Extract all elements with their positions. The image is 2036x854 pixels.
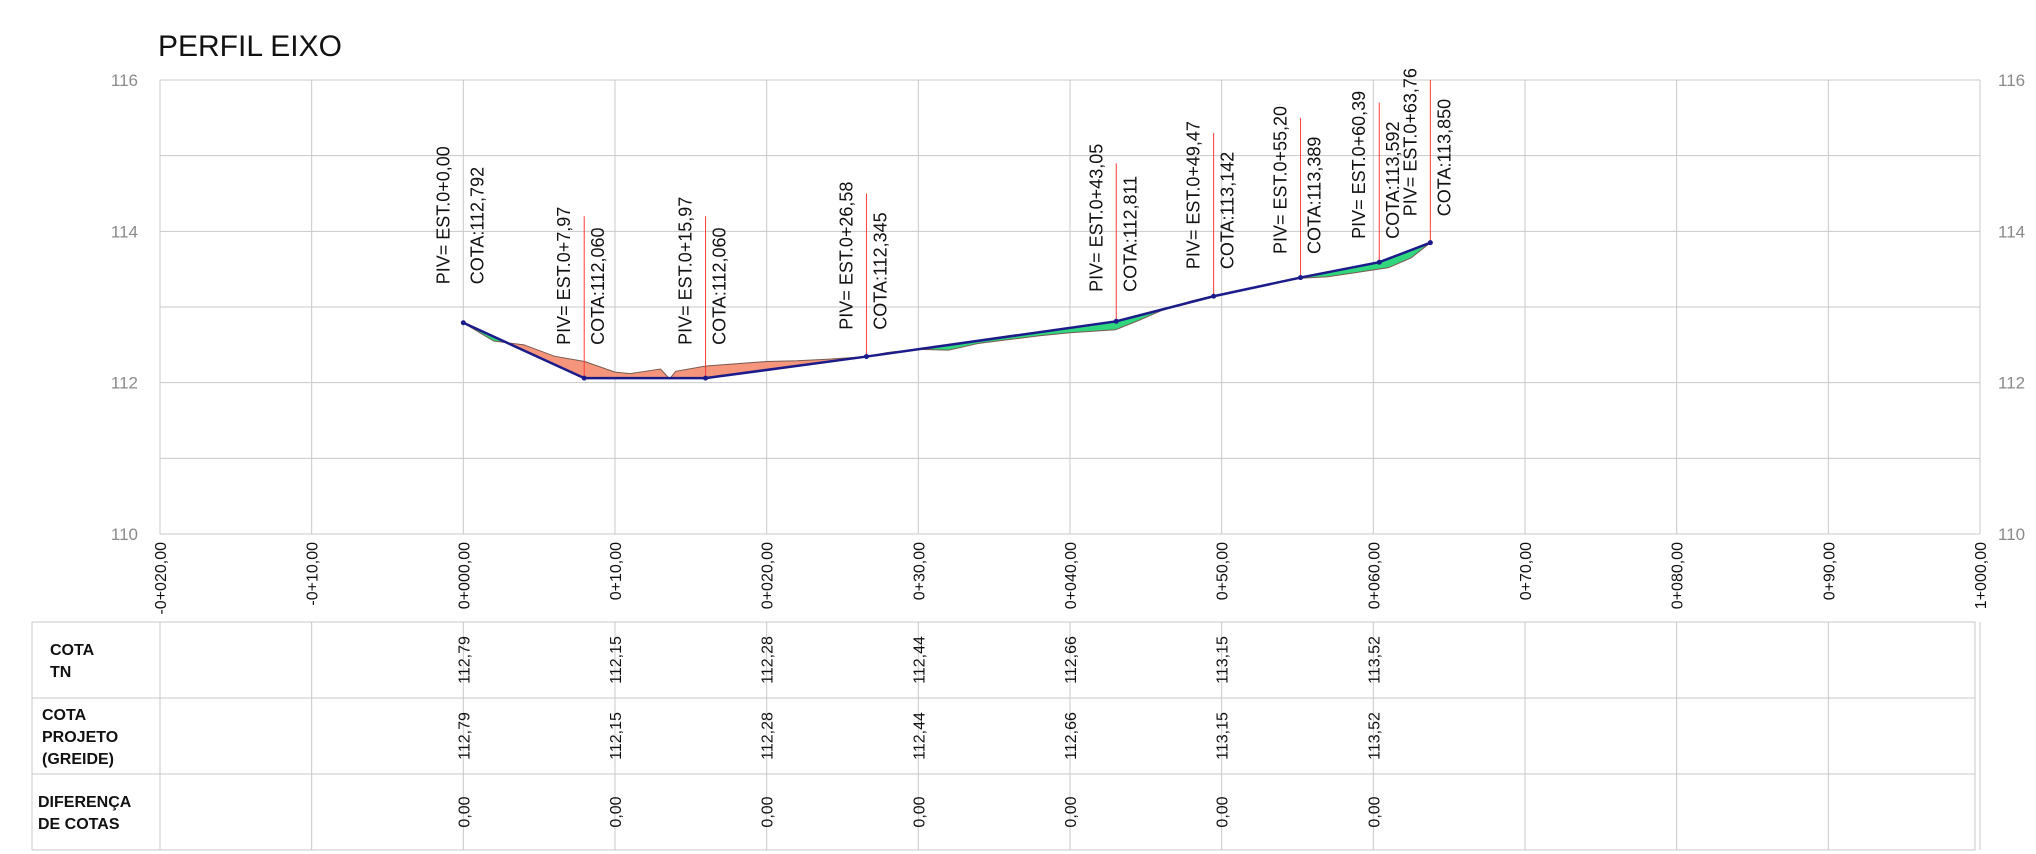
- piv-station-label: PIV= EST.0+15,97: [676, 197, 696, 345]
- piv-cota-label: COTA:112,060: [710, 227, 730, 344]
- y-tick-label-left: 112: [111, 374, 138, 393]
- x-tick-label: 0+040,00: [1063, 542, 1080, 609]
- terrain-line: [463, 242, 1431, 380]
- x-tick-label: -0+020,00: [153, 542, 170, 615]
- piv-cota-label: COTA:112,060: [588, 227, 608, 344]
- piv-station-label: PIV= EST.0+43,05: [1086, 144, 1106, 292]
- table-row-header: COTA: [50, 642, 95, 659]
- piv-station-label: PIV= EST.0+63,76: [1400, 68, 1420, 216]
- piv-cota-label: COTA:112,811: [1120, 176, 1140, 292]
- piv-cota-label: COTA:113,850: [1434, 99, 1454, 216]
- x-tick-label: 0+000,00: [456, 542, 473, 609]
- table-value: 113,15: [1215, 636, 1232, 684]
- piv-station-label: PIV= EST.0+7,97: [554, 207, 574, 345]
- x-tick-label: 0+90,00: [1821, 542, 1838, 600]
- y-tick-label-left: 114: [111, 222, 138, 241]
- table-value: 113,52: [1366, 712, 1383, 760]
- piv-station-label: PIV= EST.0+0,00: [433, 146, 453, 284]
- piv-cota-label: COTA:113,142: [1218, 152, 1238, 269]
- table-value: 0,00: [760, 796, 777, 827]
- table-row-header: TN: [50, 664, 71, 681]
- table-value: 112,44: [911, 712, 928, 760]
- table-value: 112,79: [456, 712, 473, 760]
- table-value: 113,15: [1215, 712, 1232, 760]
- table-row-header: DIFERENÇA: [38, 794, 132, 811]
- piv-cota-label: COTA:112,792: [467, 167, 487, 284]
- table-value: 0,00: [1063, 796, 1080, 827]
- piv-point: [1211, 293, 1217, 299]
- piv-station-label: PIV= EST.0+26,58: [836, 182, 856, 330]
- x-tick-label: 0+020,00: [760, 542, 777, 609]
- piv-point: [1427, 240, 1433, 246]
- piv-cota-label: COTA:112,345: [870, 212, 890, 329]
- piv-cota-label: COTA:113,389: [1305, 137, 1325, 254]
- piv-point: [1113, 318, 1119, 324]
- table-value: 112,15: [608, 636, 625, 684]
- x-tick-label: 1+000,00: [1973, 542, 1990, 609]
- table-value: 0,00: [1215, 796, 1232, 827]
- x-tick-label: 0+060,00: [1366, 542, 1383, 609]
- y-tick-label-left: 116: [111, 71, 138, 90]
- x-tick-label: -0+10,00: [305, 542, 322, 606]
- table-value: 0,00: [911, 796, 928, 827]
- piv-point: [460, 320, 466, 326]
- table-row-header: COTA: [42, 707, 87, 724]
- x-tick-label: 0+10,00: [608, 542, 625, 600]
- piv-station-label: PIV= EST.0+55,20: [1271, 106, 1291, 254]
- table-row-header: (GREIDE): [42, 751, 114, 768]
- table-value: 112,28: [760, 636, 777, 684]
- piv-point: [703, 375, 709, 381]
- y-tick-label-right: 110: [1998, 525, 2025, 544]
- piv-point: [863, 354, 869, 360]
- table-value: 0,00: [456, 796, 473, 827]
- table-value: 112,28: [760, 712, 777, 760]
- table-value: 112,15: [608, 712, 625, 760]
- y-tick-label-right: 114: [1998, 222, 2025, 241]
- cut-area: [463, 242, 1431, 379]
- fill-area: [463, 242, 1431, 379]
- x-tick-label: 0+70,00: [1518, 542, 1535, 600]
- table-value: 112,79: [456, 636, 473, 684]
- table-row-header: DE COTAS: [38, 816, 120, 833]
- piv-station-label: PIV= EST.0+60,39: [1349, 91, 1369, 239]
- table-value: 0,00: [608, 796, 625, 827]
- table-value: 112,66: [1063, 636, 1080, 684]
- table-row-header: PROJETO: [42, 729, 118, 746]
- piv-station-label: PIV= EST.0+49,47: [1184, 121, 1204, 269]
- table-value: 0,00: [1366, 796, 1383, 827]
- piv-cota-label: COTA:113,592: [1383, 121, 1403, 238]
- table-value: 112,44: [911, 636, 928, 684]
- piv-point: [581, 375, 587, 381]
- y-tick-label-left: 110: [111, 525, 138, 544]
- x-tick-label: 0+30,00: [911, 542, 928, 600]
- chart-title: PERFIL EIXO: [158, 30, 342, 63]
- table-value: 112,66: [1063, 712, 1080, 760]
- y-tick-label-right: 112: [1998, 374, 2025, 393]
- greide-line: [462, 241, 1431, 380]
- table-value: 113,52: [1366, 636, 1383, 684]
- y-tick-label-right: 116: [1998, 71, 2025, 90]
- data-table: [31, 621, 1976, 851]
- x-tick-label: 0+50,00: [1215, 542, 1232, 600]
- piv-point: [1298, 275, 1304, 281]
- piv-point: [1376, 259, 1382, 265]
- x-tick-label: 0+080,00: [1670, 542, 1687, 609]
